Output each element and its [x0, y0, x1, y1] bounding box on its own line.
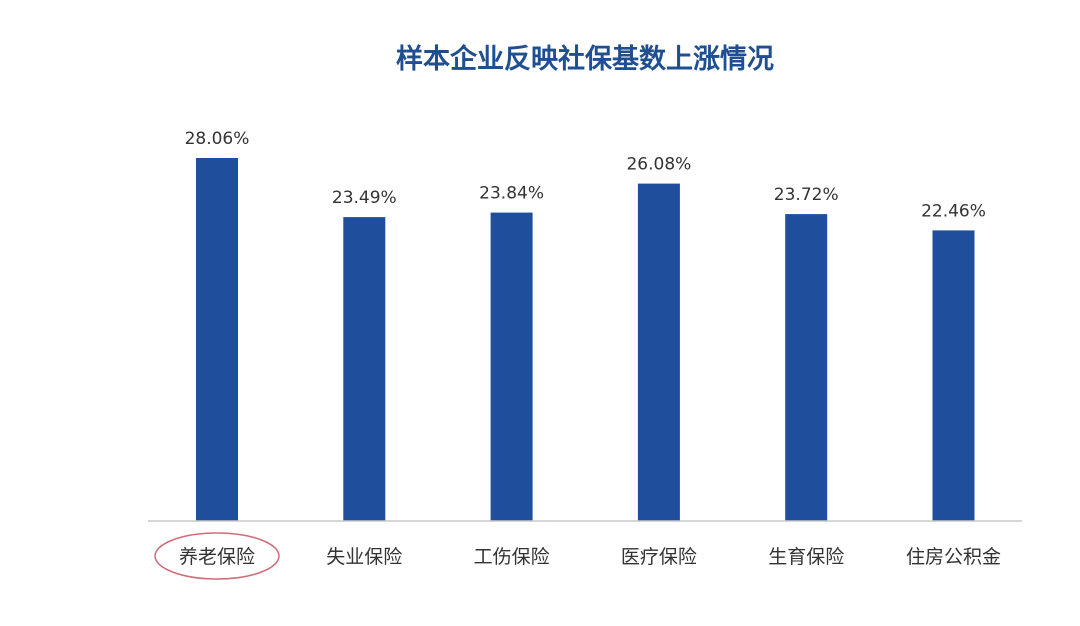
value-label-4: 26.08% [626, 155, 691, 175]
category-label-4: 医疗保险 [621, 546, 697, 568]
bars-group [196, 158, 975, 521]
chart-title: 样本企业反映社保基数上涨情况 [396, 43, 774, 75]
bar-5 [785, 214, 828, 521]
bar-4 [637, 183, 680, 521]
value-label-2: 23.49% [332, 188, 397, 208]
bar-1 [196, 158, 238, 521]
category-label-5: 生育保险 [768, 546, 844, 568]
highlight-ellipse [154, 532, 280, 580]
bar-3 [490, 212, 533, 521]
labels-group: 28.06% 养老保险 23.49% 失业保险 23.84% 工伤保险 26.08% 医疗保险… [154, 129, 1001, 580]
category-label-3: 工伤保险 [474, 546, 550, 568]
value-label-6: 22.46% [921, 201, 986, 221]
value-label-5: 23.72% [774, 185, 839, 205]
bar-2 [343, 217, 386, 521]
category-label-1: 养老保险 [179, 546, 255, 568]
category-label-6: 住房公积金 [906, 546, 1001, 568]
value-label-1: 28.06% [185, 129, 250, 149]
category-label-2: 失业保险 [326, 546, 402, 568]
value-label-3: 23.84% [479, 184, 544, 204]
bar-6 [932, 230, 975, 521]
